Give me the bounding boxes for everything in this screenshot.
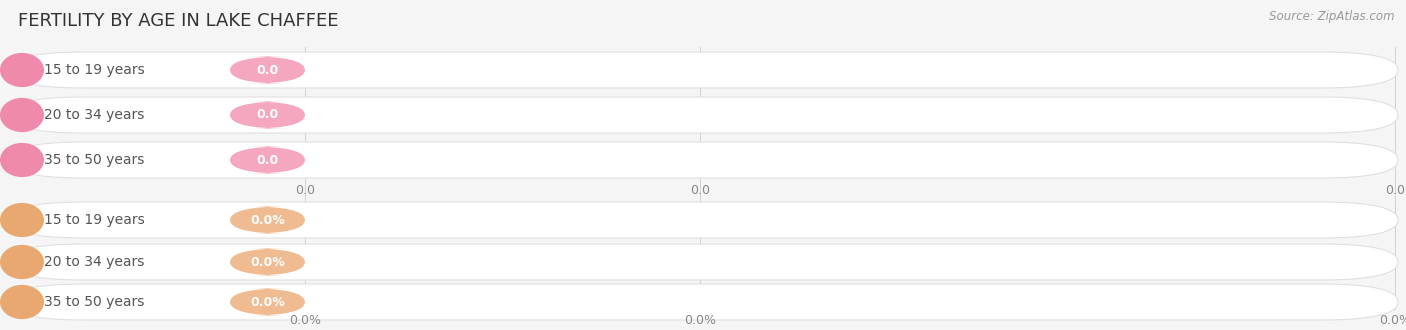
Text: 0.0%: 0.0% (250, 214, 285, 226)
Text: 0.0%: 0.0% (290, 314, 321, 326)
Text: 0.0%: 0.0% (250, 295, 285, 309)
FancyBboxPatch shape (231, 101, 305, 129)
FancyBboxPatch shape (8, 52, 1398, 88)
Text: 0.0: 0.0 (256, 109, 278, 121)
Text: 0.0: 0.0 (295, 183, 315, 196)
Text: 0.0%: 0.0% (1379, 314, 1406, 326)
Text: 35 to 50 years: 35 to 50 years (44, 153, 145, 167)
FancyBboxPatch shape (8, 244, 1398, 280)
Text: Source: ZipAtlas.com: Source: ZipAtlas.com (1270, 10, 1395, 23)
FancyBboxPatch shape (231, 146, 305, 174)
Text: 35 to 50 years: 35 to 50 years (44, 295, 145, 309)
Text: 0.0%: 0.0% (683, 314, 716, 326)
FancyBboxPatch shape (231, 56, 305, 84)
Text: 15 to 19 years: 15 to 19 years (44, 213, 145, 227)
Text: 0.0: 0.0 (256, 63, 278, 77)
FancyBboxPatch shape (8, 97, 1398, 133)
FancyBboxPatch shape (231, 248, 305, 276)
Ellipse shape (0, 98, 44, 132)
FancyBboxPatch shape (8, 142, 1398, 178)
FancyBboxPatch shape (8, 202, 1398, 238)
Ellipse shape (0, 285, 44, 319)
Ellipse shape (0, 143, 44, 177)
Text: 0.0: 0.0 (1385, 183, 1405, 196)
Text: 15 to 19 years: 15 to 19 years (44, 63, 145, 77)
Text: 0.0: 0.0 (690, 183, 710, 196)
FancyBboxPatch shape (231, 288, 305, 316)
Ellipse shape (0, 245, 44, 279)
Text: FERTILITY BY AGE IN LAKE CHAFFEE: FERTILITY BY AGE IN LAKE CHAFFEE (18, 12, 339, 30)
Ellipse shape (0, 53, 44, 87)
FancyBboxPatch shape (8, 284, 1398, 320)
Text: 20 to 34 years: 20 to 34 years (44, 108, 145, 122)
FancyBboxPatch shape (231, 206, 305, 234)
Text: 0.0%: 0.0% (250, 255, 285, 269)
Text: 0.0: 0.0 (256, 153, 278, 167)
Ellipse shape (0, 203, 44, 237)
Text: 20 to 34 years: 20 to 34 years (44, 255, 145, 269)
